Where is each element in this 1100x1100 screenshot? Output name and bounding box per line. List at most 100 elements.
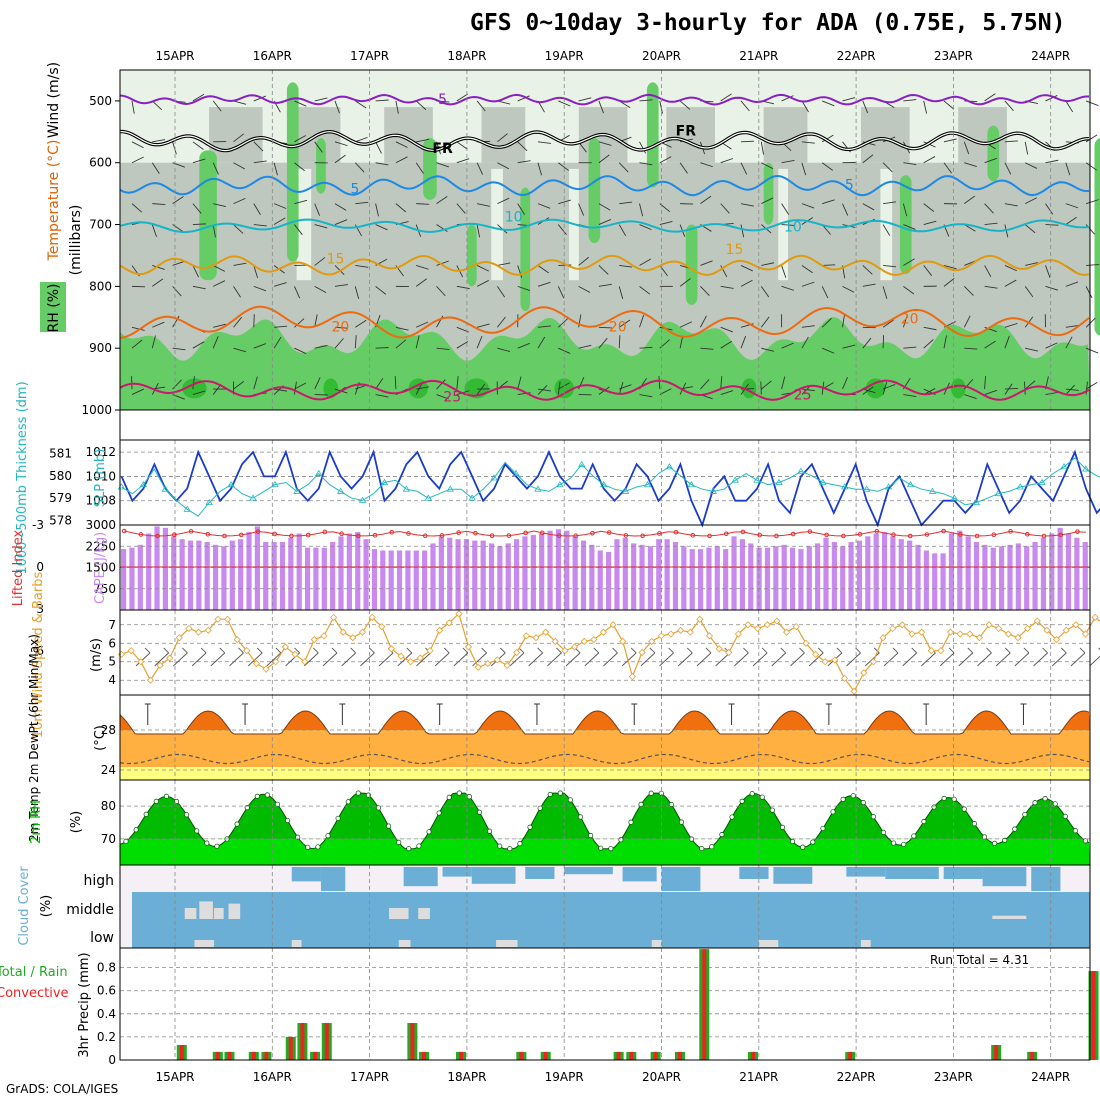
cape-bar: [171, 536, 177, 610]
rh2m-point: [305, 844, 311, 850]
high-cloud-block: [885, 867, 939, 879]
cape-bar: [371, 549, 378, 610]
wind-barb: [639, 346, 653, 349]
thickness-point: [183, 505, 191, 512]
cape-bar: [547, 530, 553, 610]
wind-barb: [517, 285, 531, 292]
wind-barb: [740, 100, 750, 112]
wind-barb: [212, 336, 219, 349]
cape-bar: [238, 539, 244, 610]
wind-barb: [943, 335, 947, 349]
wind-barb: [152, 321, 165, 328]
wind-barb: [1045, 285, 1059, 291]
wind-barb: [1089, 655, 1100, 667]
wind-barb: [375, 162, 389, 166]
wind-barb: [862, 388, 876, 394]
wind-speed-point: [792, 623, 800, 631]
high-cloud-block: [320, 867, 346, 891]
wind-barb: [213, 203, 226, 207]
y-tick-label: 1008: [85, 494, 116, 508]
low-cloud-gap: [291, 940, 302, 947]
wind-barb-flag: [686, 647, 693, 654]
rh-convective-column: [685, 224, 698, 305]
cape-bar: [856, 540, 863, 610]
rh-dry-gap: [880, 168, 893, 281]
wind-barb: [1065, 100, 1074, 113]
wind-barb: [1085, 199, 1099, 205]
high-cloud-block: [564, 867, 613, 875]
wind-barb-flag: [1004, 647, 1011, 654]
wind-barb: [233, 380, 245, 390]
cape-bar: [697, 549, 704, 610]
wind-barb: [1045, 95, 1058, 102]
rh2m-point: [830, 809, 836, 815]
wind-barb: [1025, 347, 1038, 352]
rh2m-point: [769, 807, 775, 813]
wind-barb: [192, 265, 200, 278]
wind-barb: [172, 347, 186, 351]
rh2m-point: [739, 798, 745, 804]
wind-barb: [131, 141, 144, 149]
low-cloud-gap: [651, 940, 662, 947]
wind-barb: [173, 652, 188, 667]
wind-barb: [314, 97, 328, 102]
cape-bar: [965, 536, 971, 610]
wind-speed-point: [214, 615, 222, 623]
wind-barb-flag: [799, 647, 805, 654]
cloud-level-middle: middle: [66, 902, 114, 918]
wind-barb: [476, 162, 484, 175]
date-tick-label: 16APR: [253, 1070, 292, 1084]
ylabel-thickness: 1000~500mb Thickness (dm): [15, 381, 30, 574]
wind-barb: [842, 285, 855, 293]
wind-barb: [192, 341, 205, 349]
wind-barb-flag: [499, 647, 506, 654]
wind-barb: [1025, 162, 1038, 169]
wind-speed-point: [831, 656, 839, 664]
wind-speed-point: [484, 660, 492, 668]
wind-barb: [294, 100, 307, 107]
wind-barb: [659, 220, 673, 225]
wind-speed-point: [175, 634, 183, 642]
ylabel-slp: SLP (mb): [93, 449, 108, 508]
wind-speed-point: [1062, 626, 1070, 634]
wind-barb: [720, 376, 723, 390]
wind-barb: [679, 100, 691, 110]
rh-mid-blob: [481, 107, 526, 163]
y-tick-label: 700: [89, 218, 112, 232]
rh2m-line: [119, 792, 1090, 850]
wind-barb: [375, 203, 379, 217]
wind-barb: [720, 340, 732, 349]
wind-barb: [172, 196, 184, 205]
rh2m-point: [345, 799, 351, 805]
cape-bar: [572, 536, 578, 610]
ylabel-millibars: (millibars): [68, 205, 84, 276]
wind-speed-point: [869, 658, 877, 666]
cape-bar: [647, 546, 653, 610]
wind-barb: [517, 376, 522, 390]
precip-convective-bar: [994, 1044, 999, 1060]
wind-barb: [416, 386, 430, 390]
wind-barb: [720, 285, 734, 289]
cape-bar: [187, 540, 194, 610]
high-cloud-block: [525, 867, 555, 879]
wind-barb: [696, 652, 712, 667]
wind-barb: [801, 388, 815, 392]
wind-barb: [1024, 286, 1034, 298]
wind-barb: [598, 154, 610, 164]
wind-barb: [903, 394, 917, 398]
cape-bar: [1024, 546, 1030, 610]
wind-barb: [801, 162, 807, 176]
rh2m-point: [992, 840, 998, 846]
y-tick-label: 24: [101, 763, 116, 777]
rh2m-point: [668, 801, 674, 807]
middle-cloud-gap: [398, 912, 409, 919]
wind-barb-flag: [1042, 647, 1048, 654]
wind-barb: [1024, 224, 1036, 234]
wind-barb: [771, 652, 787, 667]
rh2m-point: [456, 790, 462, 796]
wind-barb-flag: [986, 647, 992, 654]
wind-barb: [943, 162, 953, 174]
rh2m-point: [436, 810, 442, 816]
wind-barb: [801, 265, 813, 274]
wind-barb: [821, 134, 834, 143]
